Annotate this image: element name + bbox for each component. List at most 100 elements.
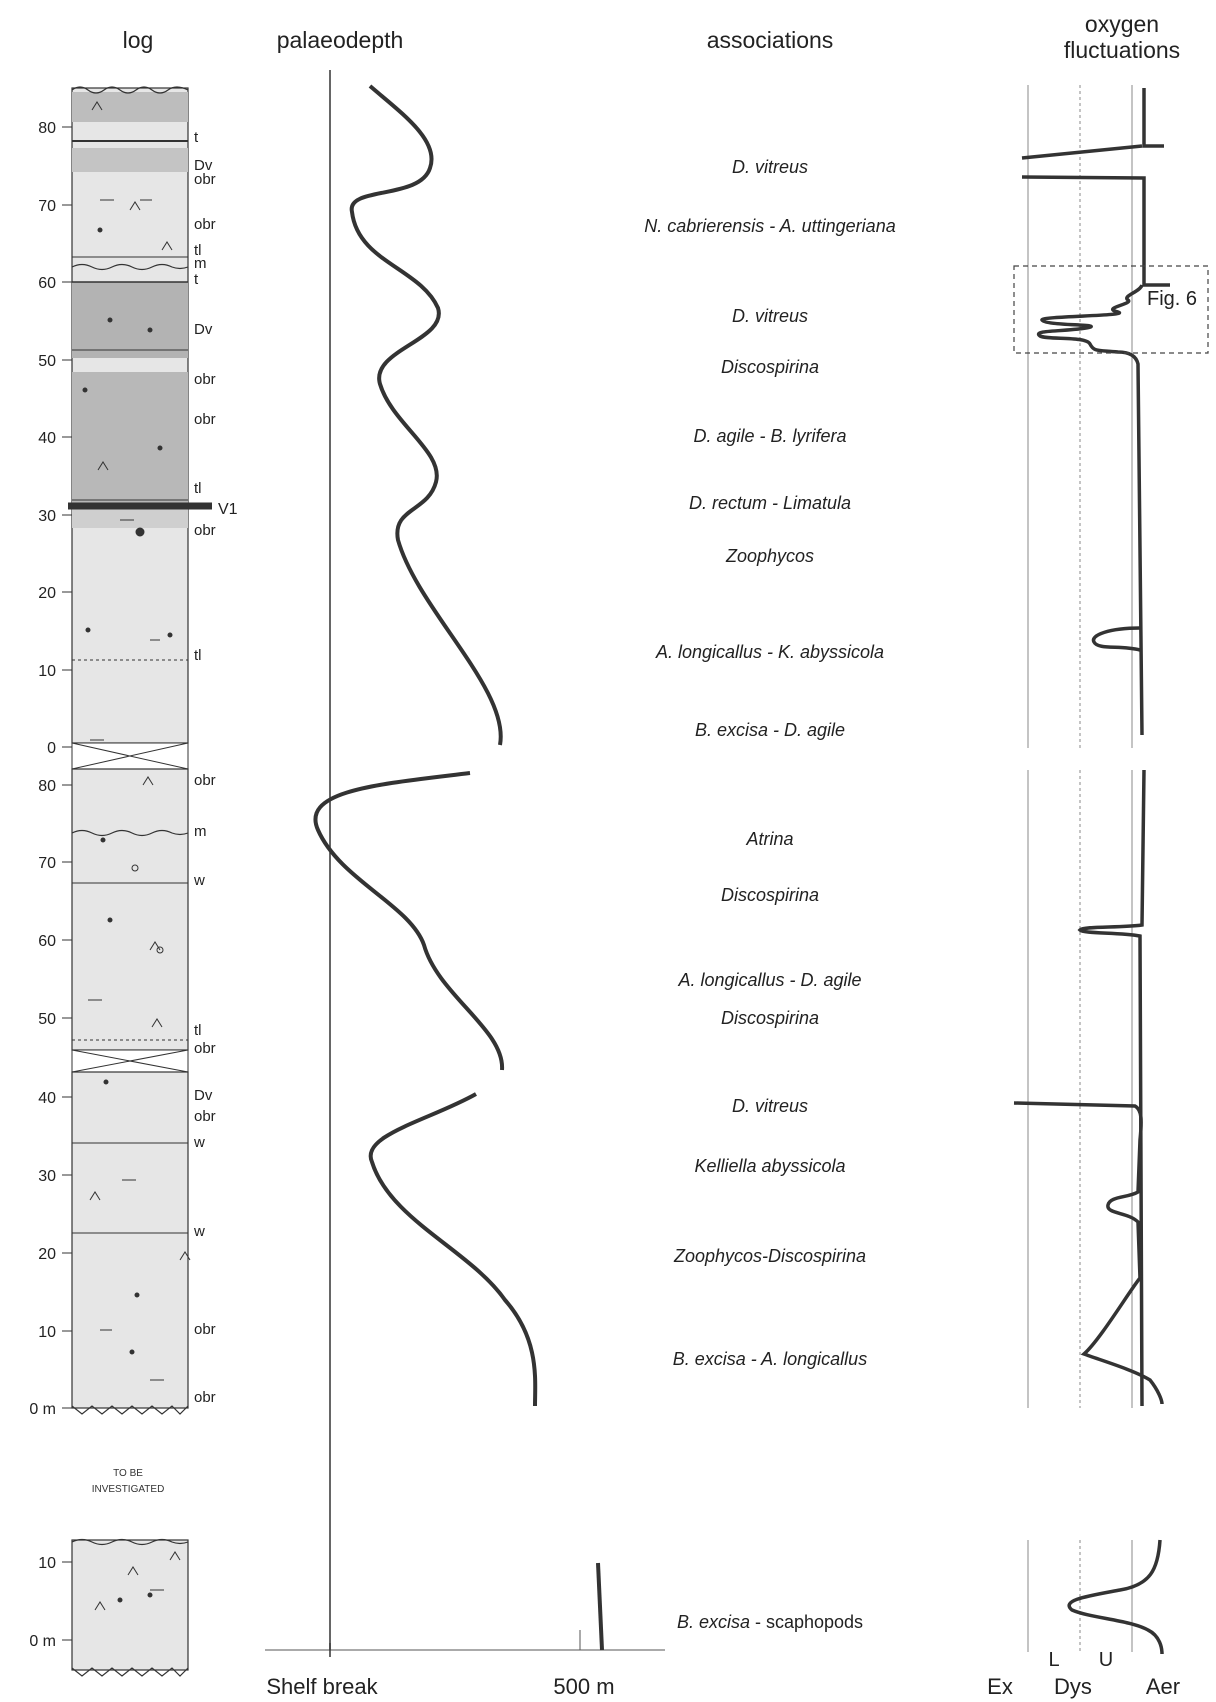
association-taxon: N. cabrierensis - A. uttingeriana	[644, 216, 895, 236]
lithology-label: obr	[194, 1108, 216, 1125]
gap-note-line2: INVESTIGATED	[92, 1484, 165, 1495]
association-taxon: D. agile - B. lyrifera	[693, 426, 846, 446]
association-label: D. agile - B. lyrifera	[693, 426, 846, 446]
oxygen-curve-lower	[1013, 1101, 1164, 1405]
lithology-label: obr	[194, 411, 216, 428]
association-taxon: Discospirina	[721, 1008, 819, 1028]
oxygen-header-line1: oxygen	[1085, 11, 1159, 37]
lithology-label: t	[194, 129, 199, 146]
lithology-label: tl	[194, 647, 202, 664]
oxygen-ex-label: Ex	[987, 1674, 1013, 1699]
lithology-label: obr	[194, 1389, 216, 1406]
depth-tick-label: 10	[38, 1324, 56, 1341]
depth-tick-label: 70	[38, 855, 56, 872]
association-taxon: D. rectum - Limatula	[689, 493, 851, 513]
oxygen-curve-bottom	[1067, 1539, 1164, 1655]
association-label: D. vitreus	[732, 306, 808, 326]
depth-tick-label: 60	[38, 275, 56, 292]
lithology-label: obr	[194, 171, 216, 188]
log-depth-axis	[62, 126, 72, 1641]
association-taxon: D. vitreus	[732, 306, 808, 326]
association-taxon: A. longicallus - D. agile	[677, 970, 861, 990]
association-taxon: B. excisa	[677, 1612, 750, 1632]
association-label: Kelliella abyssicola	[694, 1156, 845, 1176]
palaeodepth-curve-upper	[349, 84, 503, 746]
lithology-label: tl	[194, 1022, 202, 1039]
association-label: N. cabrierensis - A. uttingeriana	[644, 216, 895, 236]
lithology-label: tl	[194, 480, 202, 497]
lithology-label: w	[193, 872, 205, 889]
lithology-label: Dv	[194, 1087, 213, 1104]
association-label: B. excisa - scaphopods	[677, 1612, 863, 1632]
depth-tick-label: 0 m	[29, 1401, 56, 1418]
oxygen-dys-label: Dys	[1054, 1674, 1092, 1699]
lithology-label: obr	[194, 1321, 216, 1338]
oxygen-l-label: L	[1048, 1649, 1059, 1671]
depth-tick-label: 30	[38, 1168, 56, 1185]
shelf-break-label: Shelf break	[266, 1674, 378, 1699]
association-taxon: A. longicallus - K. abyssicola	[655, 642, 884, 662]
depth-tick-label: 10	[38, 663, 56, 680]
gap-note-line1: TO BE	[113, 1468, 143, 1479]
lithology-label: Dv	[194, 321, 213, 338]
depth-tick-label: 80	[38, 120, 56, 137]
association-label: B. excisa - D. agile	[695, 720, 845, 740]
depth-tick-label: 10	[38, 1555, 56, 1572]
association-label: Atrina	[745, 829, 793, 849]
lithology-label: m	[194, 823, 207, 840]
association-label: Zoophycos-Discospirina	[673, 1246, 866, 1266]
association-suffix: - scaphopods	[750, 1612, 863, 1632]
association-label: A. longicallus - K. abyssicola	[655, 642, 884, 662]
palaeodepth-curve-bottom	[596, 1562, 604, 1651]
depth-tick-label: 60	[38, 933, 56, 950]
association-taxon: D. vitreus	[732, 1096, 808, 1116]
oxygen-u-label: U	[1099, 1649, 1113, 1671]
depth-tick-label: 20	[38, 585, 56, 602]
association-taxon: Discospirina	[721, 885, 819, 905]
depth-tick-label: 0 m	[29, 1633, 56, 1650]
lithology-label: Dv	[194, 157, 213, 174]
depth-500-label: 500 m	[553, 1674, 614, 1699]
association-label: Discospirina	[721, 1008, 819, 1028]
association-taxon: Discospirina	[721, 357, 819, 377]
association-label: D. vitreus	[732, 1096, 808, 1116]
oxygen-curve-upper	[1021, 88, 1170, 736]
palaeodepth-curve-middle	[313, 771, 505, 1071]
association-label: Discospirina	[721, 357, 819, 377]
fig6-label: Fig. 6	[1147, 288, 1197, 310]
depth-tick-label: 50	[38, 1011, 56, 1028]
lithology-label: obr	[194, 522, 216, 539]
lithology-label: obr	[194, 216, 216, 233]
log-column	[68, 86, 212, 1677]
association-label: A. longicallus - D. agile	[677, 970, 861, 990]
associations-header: associations	[707, 27, 834, 53]
lithology-label: w	[193, 1134, 205, 1151]
association-label: D. rectum - Limatula	[689, 493, 851, 513]
depth-tick-label: 40	[38, 1090, 56, 1107]
association-taxon: B. excisa - A. longicallus	[673, 1349, 867, 1369]
lithology-label: m	[194, 255, 207, 272]
depth-tick-label: 50	[38, 353, 56, 370]
log-header: log	[123, 27, 154, 53]
palaeodepth-header: palaeodepth	[277, 27, 404, 53]
lithology-label: obr	[194, 772, 216, 789]
depth-tick-label: 40	[38, 430, 56, 447]
lithology-label: t	[194, 271, 199, 288]
association-taxon: Atrina	[745, 829, 793, 849]
depth-tick-label: 0	[47, 740, 56, 757]
association-taxon: Zoophycos	[725, 546, 814, 566]
fig6-inset-box	[1013, 265, 1209, 354]
lithology-label: V1	[218, 501, 238, 518]
oxygen-column	[1013, 85, 1209, 1655]
lithology-label: tl	[194, 242, 202, 259]
depth-tick-label: 80	[38, 778, 56, 795]
association-taxon: B. excisa - D. agile	[695, 720, 845, 740]
association-label: Discospirina	[721, 885, 819, 905]
association-label: B. excisa - A. longicallus	[673, 1349, 867, 1369]
association-taxon: D. vitreus	[732, 157, 808, 177]
association-taxon: Zoophycos-Discospirina	[673, 1246, 866, 1266]
lithology-label: w	[193, 1223, 205, 1240]
lithology-label: obr	[194, 1040, 216, 1057]
association-taxon: Kelliella abyssicola	[694, 1156, 845, 1176]
